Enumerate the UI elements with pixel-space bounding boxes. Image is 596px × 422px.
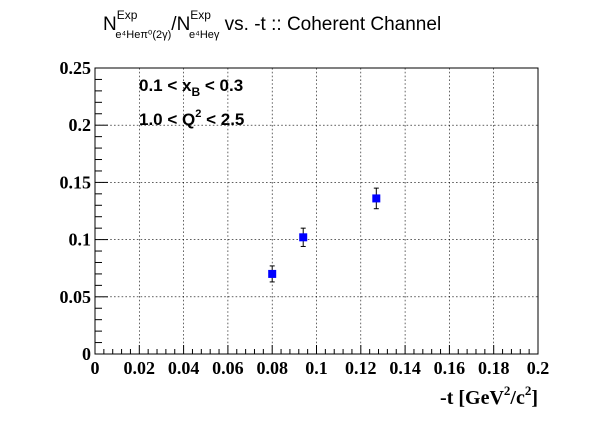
x-tick-label: 0.1 [305,358,328,378]
x-axis-label-sup2: 2 [525,383,532,398]
y-tick-label: 0.15 [60,172,92,192]
annotation-xb-sub: B [191,85,200,99]
x-tick-label: 0 [91,358,100,378]
title-num-sup: Exp [117,8,138,22]
x-tick-label: 0.08 [256,358,288,378]
x-tick-label: 0.06 [212,358,244,378]
title-slash: / [171,14,177,35]
data-point [372,194,381,203]
y-tick-label: 0.05 [60,287,92,307]
x-axis-label: -t [GeV2/c2] [440,383,538,409]
title-den-sub: e⁴Heγ [189,29,220,41]
data-point [299,233,308,242]
data-point [268,269,277,278]
x-tick-label: 0.18 [478,358,510,378]
y-tick-label: 0 [82,344,91,364]
plot-frame [94,67,539,355]
x-tick-label: 0.04 [168,358,200,378]
annotation-xb: 0.1 < xB < 0.3 [139,76,243,99]
annotation-q2: 1.0 < Q2 < 2.5 [139,108,244,129]
x-axis-label-pre: -t [GeV [440,387,504,409]
title-den-base: N [177,14,191,35]
x-tick-label: 0.2 [527,358,550,378]
annotation-q2-pre: 1.0 < Q [139,110,195,129]
annotation-q2-post: < 2.5 [201,110,244,129]
annotation-xb-pre: 0.1 < x [139,76,192,95]
x-axis-label-post: ] [531,387,538,409]
x-axis-label-mid: /c [509,387,525,409]
x-tick-label: 0.16 [434,358,466,378]
x-tick-labels: 0 0.02 0.04 0.06 0.08 0.1 0.12 0.14 0.16 0.18 0.2 [91,358,550,378]
y-tick-labels: 0 0.05 0.1 0.15 0.2 0.25 [60,58,92,364]
title-rest: vs. -t :: Coherent Channel [219,14,441,35]
y-tick-label: 0.2 [69,115,92,135]
y-tick-label: 0.25 [60,58,92,78]
x-tick-label: 0.02 [124,358,156,378]
x-axis-label-sup1: 2 [504,383,511,398]
title-num-sub: e⁴Heπ⁰(2γ) [115,29,171,41]
axis-ticks [94,67,539,355]
x-tick-label: 0.14 [389,358,421,378]
annotation-xb-post: < 0.3 [200,76,243,95]
title-num-base: N [103,14,117,35]
annotation-q2-sup: 2 [195,108,201,120]
data-points [268,187,381,283]
title-den-sup: Exp [190,8,211,22]
grid-lines [95,68,538,354]
chart-title: NExp e⁴Heπ⁰(2γ)/NExp e⁴Heγ vs. -t :: Coher… [103,8,441,41]
x-tick-label: 0.12 [345,358,377,378]
y-tick-label: 0.1 [69,230,92,250]
